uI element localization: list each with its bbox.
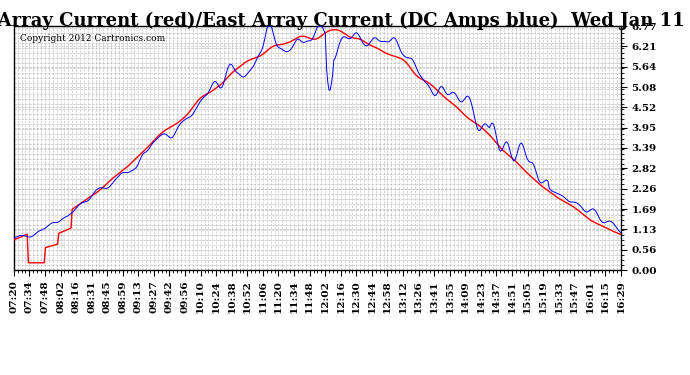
Text: Copyright 2012 Cartronics.com: Copyright 2012 Cartronics.com	[20, 34, 165, 43]
Text: West Array Current (red)/East Array Current (DC Amps blue)  Wed Jan 11 16:42: West Array Current (red)/East Array Curr…	[0, 11, 690, 30]
